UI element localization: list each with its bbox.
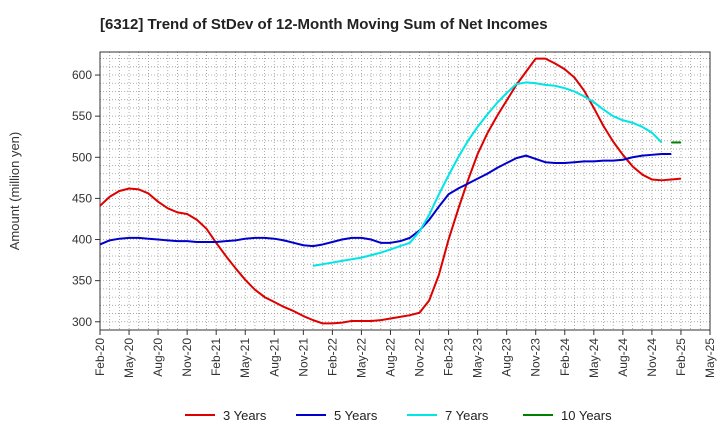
- series-line-3: [312, 81, 663, 267]
- y-tick-label: 450: [72, 191, 92, 205]
- x-tick-label: Nov-20: [180, 338, 194, 377]
- x-tick-label: May-23: [471, 338, 485, 378]
- x-tick-label: Nov-22: [413, 338, 427, 377]
- x-tick-label: May-22: [354, 338, 368, 378]
- y-tick-label: 400: [72, 233, 92, 247]
- x-tick-label: Aug-22: [383, 338, 397, 377]
- x-tick-label: May-20: [122, 338, 136, 378]
- legend-label: 5 Years: [334, 408, 378, 423]
- x-tick-label: May-25: [703, 338, 717, 378]
- y-tick-label: 300: [72, 315, 92, 329]
- x-tick-label: Feb-22: [325, 338, 339, 376]
- x-tick-label: Aug-23: [500, 338, 514, 377]
- x-tick-label: Feb-24: [558, 338, 572, 376]
- series-line-2: [99, 152, 672, 248]
- grid: [100, 52, 710, 330]
- chart-title: [6312] Trend of StDev of 12-Month Moving…: [100, 16, 548, 33]
- x-tick-label: Feb-25: [674, 338, 688, 376]
- x-tick-label: May-21: [238, 338, 252, 378]
- y-axis: 300 350 400 450 500 550 600: [72, 68, 100, 329]
- plot-area: [99, 51, 711, 331]
- legend-label: 10 Years: [561, 408, 612, 423]
- x-axis: Feb-20 May-20 Aug-20 Nov-20 Feb-21 May-21 Aug-…: [93, 330, 717, 378]
- y-tick-label: 500: [72, 150, 92, 164]
- x-tick-label: Aug-21: [267, 338, 281, 377]
- x-tick-label: Nov-24: [645, 338, 659, 377]
- y-axis-label: Amount (million yen): [7, 132, 22, 251]
- y-tick-label: 600: [72, 68, 92, 82]
- series-line-1: [99, 57, 682, 325]
- series-lines: [99, 57, 682, 325]
- x-tick-label: Nov-23: [529, 338, 543, 377]
- x-tick-label: Aug-20: [151, 338, 165, 377]
- x-tick-label: Feb-23: [442, 338, 456, 376]
- x-tick-label: Nov-21: [296, 338, 310, 377]
- x-tick-label: Aug-24: [616, 338, 630, 377]
- x-tick-label: Feb-21: [209, 338, 223, 376]
- y-tick-label: 550: [72, 109, 92, 123]
- x-tick-label: May-24: [587, 338, 601, 378]
- legend-label: 7 Years: [445, 408, 489, 423]
- legend-label: 3 Years: [223, 408, 267, 423]
- x-tick-label: Feb-20: [93, 338, 107, 376]
- y-tick-label: 350: [72, 274, 92, 288]
- legend: 3 Years 5 Years 7 Years 10 Years: [185, 408, 612, 423]
